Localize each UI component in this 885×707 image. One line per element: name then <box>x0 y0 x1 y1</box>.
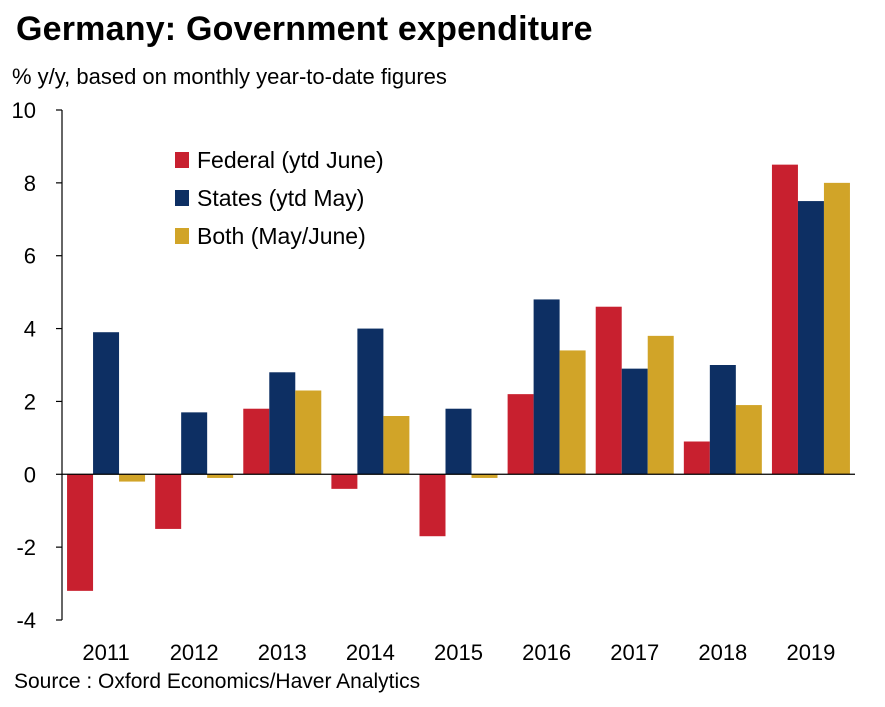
bar-states-2011 <box>93 332 120 475</box>
y-tick-label--4: -4 <box>16 608 36 633</box>
bar-states-2015 <box>445 408 472 475</box>
x-tick-label-2015: 2015 <box>434 640 483 665</box>
bar-both-2017 <box>647 335 674 475</box>
y-tick-label-8: 8 <box>24 171 36 196</box>
legend-swatch-states <box>175 190 189 206</box>
bar-states-2016 <box>533 299 560 475</box>
x-tick-label-2017: 2017 <box>610 640 659 665</box>
bar-both-2013 <box>295 390 322 475</box>
x-tick-label-2016: 2016 <box>522 640 571 665</box>
legend-swatch-federal <box>175 152 189 168</box>
bar-both-2015 <box>471 474 498 478</box>
bar-both-2019 <box>823 182 850 475</box>
y-tick-label-6: 6 <box>24 244 36 269</box>
source-note: Source : Oxford Economics/Haver Analytic… <box>14 670 421 693</box>
bar-federal-2011 <box>67 474 94 591</box>
x-tick-label-2014: 2014 <box>346 640 395 665</box>
bar-states-2014 <box>357 328 384 475</box>
bar-federal-2013 <box>243 408 270 475</box>
legend-label-both: Both (May/June) <box>197 223 366 249</box>
bar-both-2012 <box>207 474 234 478</box>
bar-both-2018 <box>735 405 762 475</box>
y-tick-label-10: 10 <box>12 98 36 123</box>
bar-both-2011 <box>119 474 146 482</box>
bar-federal-2012 <box>155 474 182 529</box>
bar-states-2012 <box>181 412 208 475</box>
y-tick-label-2: 2 <box>24 389 36 414</box>
x-tick-label-2019: 2019 <box>786 640 835 665</box>
bar-federal-2018 <box>683 441 710 475</box>
bar-federal-2016 <box>507 394 534 475</box>
legend-swatch-both <box>175 228 189 244</box>
bar-federal-2019 <box>771 164 798 475</box>
bar-federal-2015 <box>419 474 446 537</box>
bars-group <box>67 164 850 591</box>
y-tick-label-4: 4 <box>24 317 36 342</box>
x-tick-label-2012: 2012 <box>170 640 219 665</box>
legend-label-states: States (ytd May) <box>197 185 364 211</box>
bar-states-2018 <box>709 365 736 475</box>
bar-states-2019 <box>797 201 824 475</box>
bar-both-2014 <box>383 416 410 475</box>
bar-federal-2017 <box>595 306 622 475</box>
legend-label-federal: Federal (ytd June) <box>197 147 384 173</box>
x-tick-label-2013: 2013 <box>258 640 307 665</box>
chart-subtitle: % y/y, based on monthly year-to-date fig… <box>12 64 447 89</box>
bar-states-2013 <box>269 372 296 475</box>
legend: Federal (ytd June) States (ytd May) Both (… <box>175 147 384 249</box>
bar-both-2016 <box>559 350 586 475</box>
x-tick-label-2011: 2011 <box>82 640 129 665</box>
y-tick-label--2: -2 <box>16 535 36 560</box>
bar-federal-2014 <box>331 474 358 489</box>
x-tick-label-2018: 2018 <box>698 640 747 665</box>
bar-states-2017 <box>621 368 648 475</box>
chart-title: Germany: Government expenditure <box>16 10 593 48</box>
y-tick-label-0: 0 <box>24 462 36 487</box>
axes-group: 2011 2012 2013 2014 2015 2016 2017 2018 2019 -4 -2… <box>12 98 855 665</box>
